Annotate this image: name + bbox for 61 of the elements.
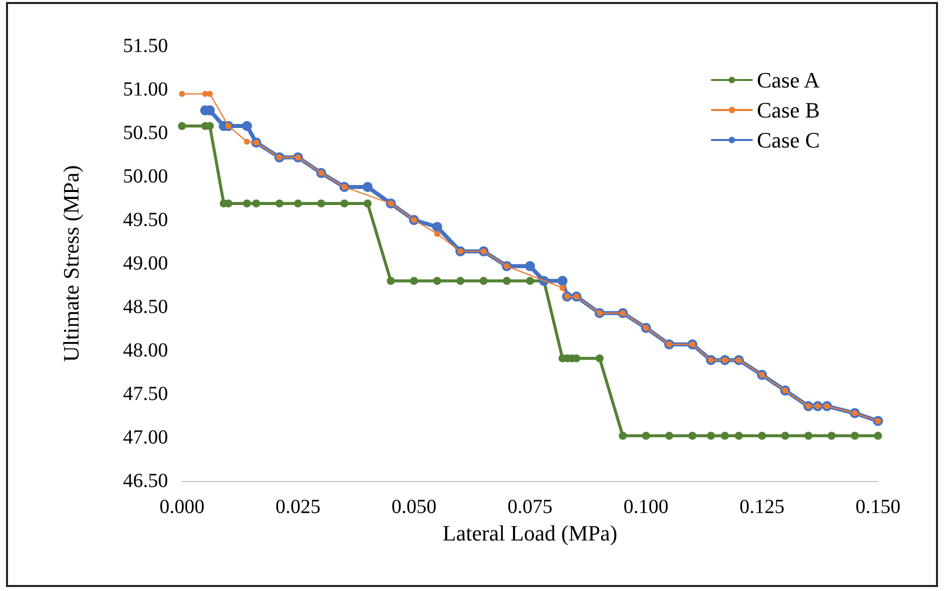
point <box>410 276 418 285</box>
point <box>432 222 442 232</box>
point <box>502 276 511 285</box>
point <box>178 122 186 130</box>
point <box>804 432 812 440</box>
point <box>294 199 302 208</box>
point <box>242 199 251 208</box>
point <box>706 432 715 440</box>
y-tick-label: 46.50 <box>123 470 168 492</box>
point <box>526 276 534 285</box>
x-tick-label: 0.025 <box>276 496 320 518</box>
point <box>317 199 326 208</box>
x-tick-label: 0.000 <box>160 496 204 518</box>
point <box>434 230 440 237</box>
legend-label: Case B <box>756 98 820 122</box>
y-axis-title: Ultimate Stress (MPa) <box>58 165 84 362</box>
x-tick-label: 0.125 <box>740 496 784 518</box>
point <box>720 432 729 440</box>
point <box>828 432 836 440</box>
point <box>665 432 674 440</box>
x-axis-title: Lateral Load (MPa) <box>442 520 618 546</box>
point <box>525 261 535 272</box>
point <box>781 432 790 440</box>
point <box>596 354 604 362</box>
point <box>559 284 566 291</box>
point <box>252 199 260 208</box>
y-tick-label: 47.00 <box>123 426 168 448</box>
y-tick-label: 47.50 <box>123 383 168 405</box>
y-tick-label: 49.50 <box>123 209 168 231</box>
point <box>618 432 627 440</box>
point <box>480 276 488 285</box>
y-tick-label: 48.00 <box>123 340 168 362</box>
point <box>688 432 696 440</box>
point <box>362 182 373 192</box>
point <box>340 199 348 208</box>
legend-label: Case A <box>756 68 820 92</box>
point <box>850 432 859 440</box>
y-tick-label: 51.50 <box>123 35 168 57</box>
point <box>874 432 882 440</box>
x-tick-label: 0.100 <box>624 496 668 518</box>
point <box>244 138 250 145</box>
point <box>758 432 766 440</box>
y-tick-label: 49.00 <box>123 252 168 274</box>
y-tick-label: 50.50 <box>123 122 168 144</box>
point <box>456 276 464 285</box>
point <box>179 90 185 97</box>
point <box>242 121 252 132</box>
point <box>734 432 743 440</box>
point <box>557 276 568 286</box>
y-tick-label: 51.00 <box>123 78 168 100</box>
y-tick-label: 50.00 <box>123 166 168 188</box>
point <box>364 199 372 208</box>
point <box>386 276 395 285</box>
point <box>275 199 284 208</box>
x-tick-label: 0.050 <box>392 496 436 518</box>
point <box>642 432 650 440</box>
x-tick-label: 0.150 <box>856 496 900 518</box>
x-tick-label: 0.075 <box>508 496 552 518</box>
legend-label: Case C <box>756 128 820 152</box>
point <box>433 276 442 285</box>
y-tick-label: 48.50 <box>123 296 168 318</box>
